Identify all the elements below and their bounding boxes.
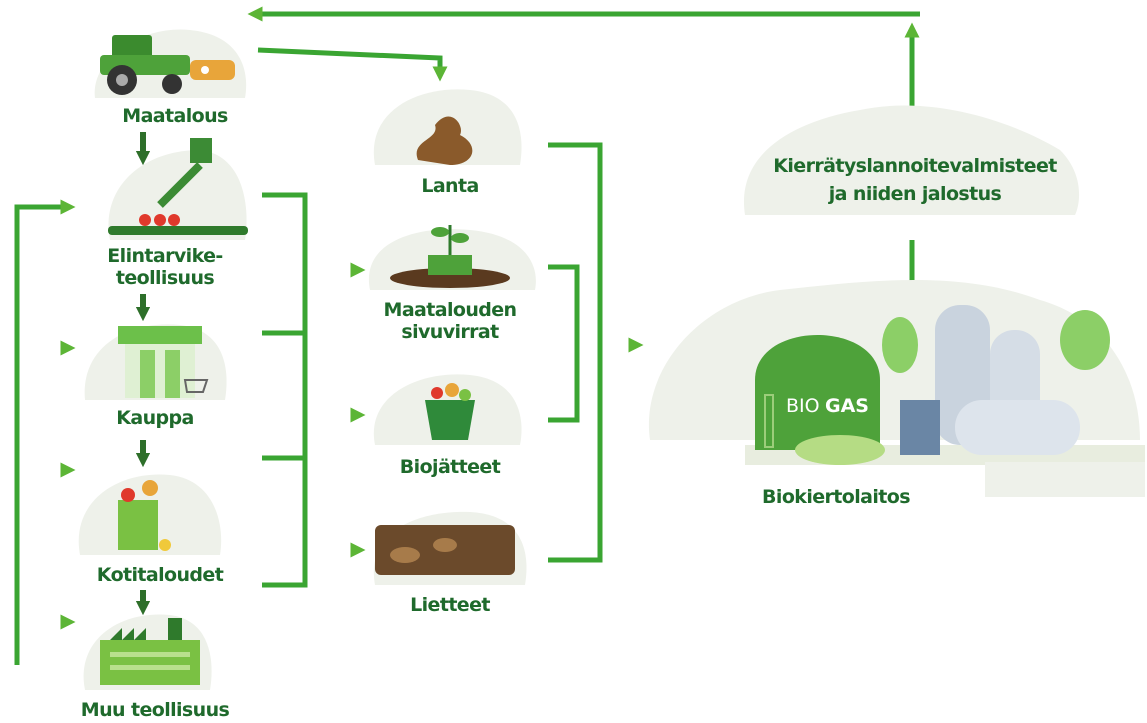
source-icons-part xyxy=(142,480,158,496)
plant-part xyxy=(882,317,918,373)
stream-label: sivuvirrat xyxy=(401,321,499,343)
source-label: Kotitaloudet xyxy=(97,564,224,586)
source-label: teollisuus xyxy=(116,267,215,289)
source-icons xyxy=(79,30,248,690)
right-bracket xyxy=(548,145,636,560)
source-icons-part xyxy=(110,665,190,670)
plant-part xyxy=(795,435,885,465)
source-icons-part xyxy=(168,618,182,640)
source-icons-part xyxy=(165,350,180,398)
middle-bracket-part xyxy=(262,195,305,585)
source-icons-part xyxy=(140,350,155,398)
source-icons-part xyxy=(139,214,151,226)
stream-label: Maatalouden xyxy=(384,299,517,321)
source-icons-part xyxy=(118,326,202,344)
output-label: Kierrätyslannoitevalmisteet xyxy=(773,155,1057,177)
left-bracket-part xyxy=(17,207,68,665)
source-icons-part xyxy=(121,488,135,502)
source-label: Maatalous xyxy=(122,105,228,127)
source-icons-part xyxy=(125,340,195,398)
source-icons-part xyxy=(108,226,248,235)
stream-icons-part xyxy=(433,538,457,552)
plant-label: Biokiertolaitos xyxy=(762,486,910,508)
plant-part xyxy=(985,462,1145,497)
stream-icons-part xyxy=(425,400,475,440)
plant-sign: BIO xyxy=(786,395,820,417)
stream-label: Biojätteet xyxy=(400,456,501,478)
source-icons-part xyxy=(201,66,209,74)
stream-icons-part xyxy=(451,233,469,243)
output-label: ja niiden jalostus xyxy=(828,183,1002,205)
source-icons-part xyxy=(190,60,235,80)
source-icons-part xyxy=(116,74,128,86)
stream-label: Lietteet xyxy=(410,594,490,616)
middle-bracket xyxy=(262,195,358,585)
stream-icons-part xyxy=(431,227,449,237)
stream-icons-part xyxy=(445,383,459,397)
plant-part xyxy=(1060,310,1110,370)
source-icons-part xyxy=(168,214,180,226)
right-bracket-part xyxy=(548,267,577,420)
stream-icons-part xyxy=(459,389,471,401)
plant-part xyxy=(900,400,940,455)
source-label: Muu teollisuus xyxy=(81,699,230,721)
plant-part xyxy=(955,400,1080,455)
source-icons-part xyxy=(159,539,171,551)
stream-icons-part xyxy=(431,387,443,399)
stream-label: Lanta xyxy=(421,175,478,197)
plant: BIO GAS Biokiertolaitos xyxy=(649,280,1145,508)
source-icons-part xyxy=(190,138,212,163)
plant-sign: GAS xyxy=(825,395,869,417)
page: Biokierto {"sources": [ {"lines": ["Maat… xyxy=(0,0,1147,723)
body: Maatalous Elintarvike- teollisuus Kauppa… xyxy=(0,0,1147,723)
right-bracket-part xyxy=(548,145,600,560)
source-label: Elintarvike- xyxy=(107,245,222,267)
feedback-arrows-part xyxy=(258,50,440,74)
stream-icons-part xyxy=(390,547,420,563)
source-icons-part xyxy=(118,500,158,550)
source-icons-part xyxy=(162,74,182,94)
source-icons-part xyxy=(154,214,166,226)
diagram: Maatalous Elintarvike- teollisuus Kauppa… xyxy=(0,0,1147,723)
source-icons-part xyxy=(100,640,200,685)
stream-icons-part xyxy=(428,255,472,275)
source-label: Kauppa xyxy=(116,407,194,429)
output: Kierrätyslannoitevalmisteet ja niiden ja… xyxy=(744,106,1079,215)
left-bracket xyxy=(17,207,68,665)
source-icons-part xyxy=(110,652,190,657)
